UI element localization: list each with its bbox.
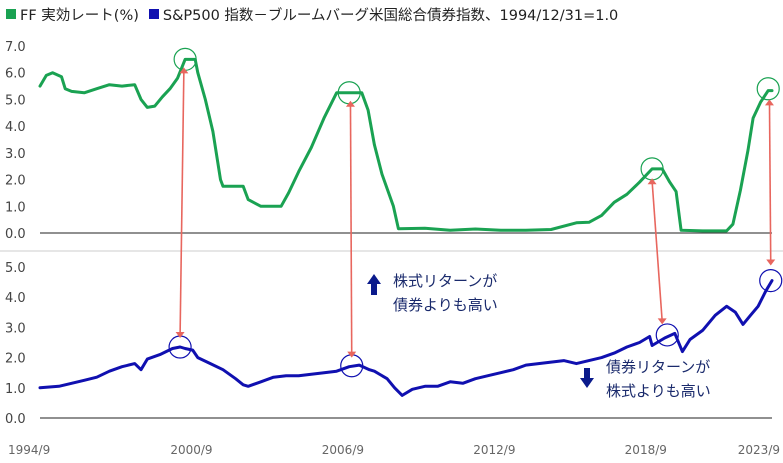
- legend-swatch-ff-rate: [6, 9, 16, 19]
- top-highlight-circle: [756, 77, 780, 101]
- x-tick-label: 2006/9: [322, 443, 364, 457]
- annotation-down-text: 債券リターンが: [606, 358, 710, 376]
- comparison-arrow-head-up: [345, 100, 355, 107]
- annotation-down-text: 株式よりも高い: [606, 382, 711, 400]
- legend-item-sp500-bond: S&P500 指数－ブルームバーグ米国総合債券指数、1994/12/31=1.0: [148, 4, 619, 25]
- x-tick-label: 1994/9: [8, 443, 50, 457]
- up-arrow-icon: [367, 274, 381, 295]
- x-tick-label: 2000/9: [170, 443, 212, 457]
- comparison-arrow-head-down: [657, 318, 667, 325]
- legend-label-sp500-bond: S&P500 指数－ブルームバーグ米国総合債券指数、1994/12/31=1.0: [162, 7, 619, 24]
- bottom-highlight-circle: [655, 323, 679, 347]
- top-ytick-label: 5.0: [5, 93, 26, 108]
- annotation-up-text: 株式リターンが: [393, 272, 497, 290]
- bottom-ytick-label: 4.0: [5, 291, 26, 306]
- bottom-ytick-label: 3.0: [5, 321, 26, 336]
- x-tick-label: 2018/9: [625, 443, 667, 457]
- top-ytick-label: 3.0: [5, 147, 26, 162]
- comparison-arrow-head-down: [175, 331, 185, 338]
- bottom-ytick-label: 5.0: [5, 261, 26, 276]
- top-ytick-label: 4.0: [5, 120, 26, 135]
- bottom-series-line: [38, 279, 774, 397]
- comparison-arrow-head-up: [647, 178, 657, 185]
- bottom-highlight-circle: [759, 268, 783, 293]
- comparison-arrow-head-up: [764, 99, 774, 106]
- bottom-ytick-label: 0.0: [5, 412, 26, 427]
- top-ytick-label: 7.0: [5, 40, 26, 55]
- top-ytick-label: 6.0: [5, 67, 26, 82]
- bottom-ytick-label: 1.0: [5, 382, 26, 397]
- comparison-arrow-head-up: [179, 67, 189, 74]
- bottom-ytick-label: 2.0: [5, 352, 26, 367]
- annotation-up-text: 債券よりも高い: [393, 296, 498, 314]
- top-ytick-label: 0.0: [5, 227, 26, 242]
- comparison-arrow-line: [179, 70, 185, 335]
- comparison-arrow-line: [349, 103, 353, 355]
- top-ytick-label: 1.0: [5, 200, 26, 215]
- legend-swatch-sp500-bond: [148, 9, 159, 19]
- legend: FF 実効レート(%) S&P500 指数－ブルームバーグ米国総合債券指数、19…: [6, 4, 628, 24]
- legend-item-ff-rate: FF 実効レート(%): [6, 4, 139, 25]
- x-tick-label: 2023/9: [738, 443, 780, 457]
- comparison-arrow-line: [651, 181, 663, 322]
- comparison-arrow-line: [768, 102, 772, 263]
- x-tick-label: 2012/9: [473, 443, 515, 457]
- legend-label-ff-rate: FF 実効レート(%): [20, 7, 139, 24]
- down-arrow-icon: [580, 368, 594, 388]
- comparison-arrow-head-down: [347, 351, 357, 358]
- top-series-line: [38, 57, 774, 233]
- top-ytick-label: 2.0: [5, 174, 26, 189]
- comparison-arrow-head-down: [766, 259, 776, 266]
